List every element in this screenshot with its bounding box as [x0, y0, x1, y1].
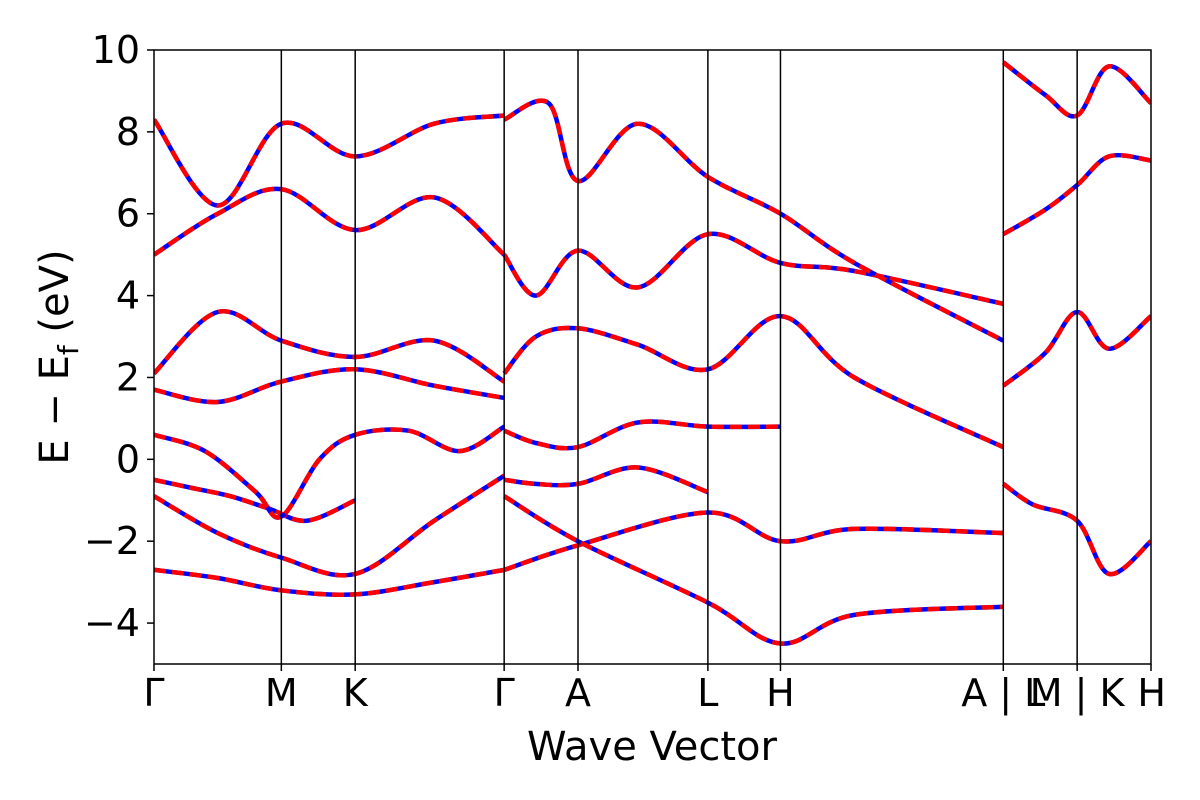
band-line-red-7	[154, 113, 505, 208]
band-line-red-5	[154, 309, 506, 384]
y-axis-label-subscript: f	[52, 344, 85, 355]
band-line-red-1	[154, 424, 506, 520]
y-tick-label: 10	[92, 28, 140, 72]
band-line-blue-12	[502, 231, 1004, 306]
y-tick-label: −2	[84, 519, 140, 563]
band-line-red-6	[154, 186, 506, 257]
y-tick-label: 6	[116, 192, 140, 236]
x-tick-label: A	[565, 671, 591, 715]
x-tick-label: L	[697, 671, 718, 715]
band-line-red-11	[503, 494, 1004, 646]
x-tick-label: H	[766, 671, 795, 715]
y-tick-label: 4	[116, 274, 140, 318]
y-tick-label: −4	[84, 601, 140, 645]
x-tick-label: K	[343, 671, 369, 715]
y-axis-label-main: E − E	[32, 355, 78, 465]
y-tick-label: 2	[116, 355, 140, 399]
band-series-layer	[154, 60, 1151, 646]
band-line-blue-7	[154, 113, 505, 208]
band-line-red-16	[1001, 309, 1151, 388]
plot-frame	[153, 49, 1152, 665]
band-line-blue-11	[503, 494, 1004, 646]
band-line-red-4	[154, 367, 505, 405]
x-tick-label: H	[1137, 671, 1166, 715]
band-line-blue-1	[154, 424, 506, 520]
band-line-red-0	[154, 477, 357, 523]
x-axis-label: Wave Vector	[527, 724, 778, 770]
x-tick-label: A | L	[961, 671, 1045, 716]
band-line-red-2	[154, 567, 505, 598]
y-axis-label: E − Ef (eV)	[32, 249, 85, 464]
band-line-red-9	[503, 419, 781, 451]
x-tick-label: M	[265, 671, 298, 715]
band-line-red-12	[502, 231, 1004, 306]
x-tick-label: Γ	[494, 671, 515, 715]
band-line-blue-8	[503, 465, 709, 495]
high-symmetry-lines	[280, 50, 1078, 664]
band-line-red-17	[1002, 152, 1151, 237]
y-axis-label-unit: (eV)	[32, 249, 78, 345]
x-tick-label: M | K	[1030, 671, 1126, 716]
band-line-red-3	[154, 473, 506, 578]
y-tick-label: 0	[116, 437, 140, 481]
y-tick-label: 8	[116, 110, 140, 154]
y-axis-ticks: −4 −2 0 2 4 6 8 10	[84, 28, 154, 645]
band-line-red-14	[503, 98, 1005, 343]
band-line-red-13	[502, 313, 1005, 450]
band-line-blue-4	[154, 367, 505, 405]
x-tick-label: Γ	[143, 671, 164, 715]
